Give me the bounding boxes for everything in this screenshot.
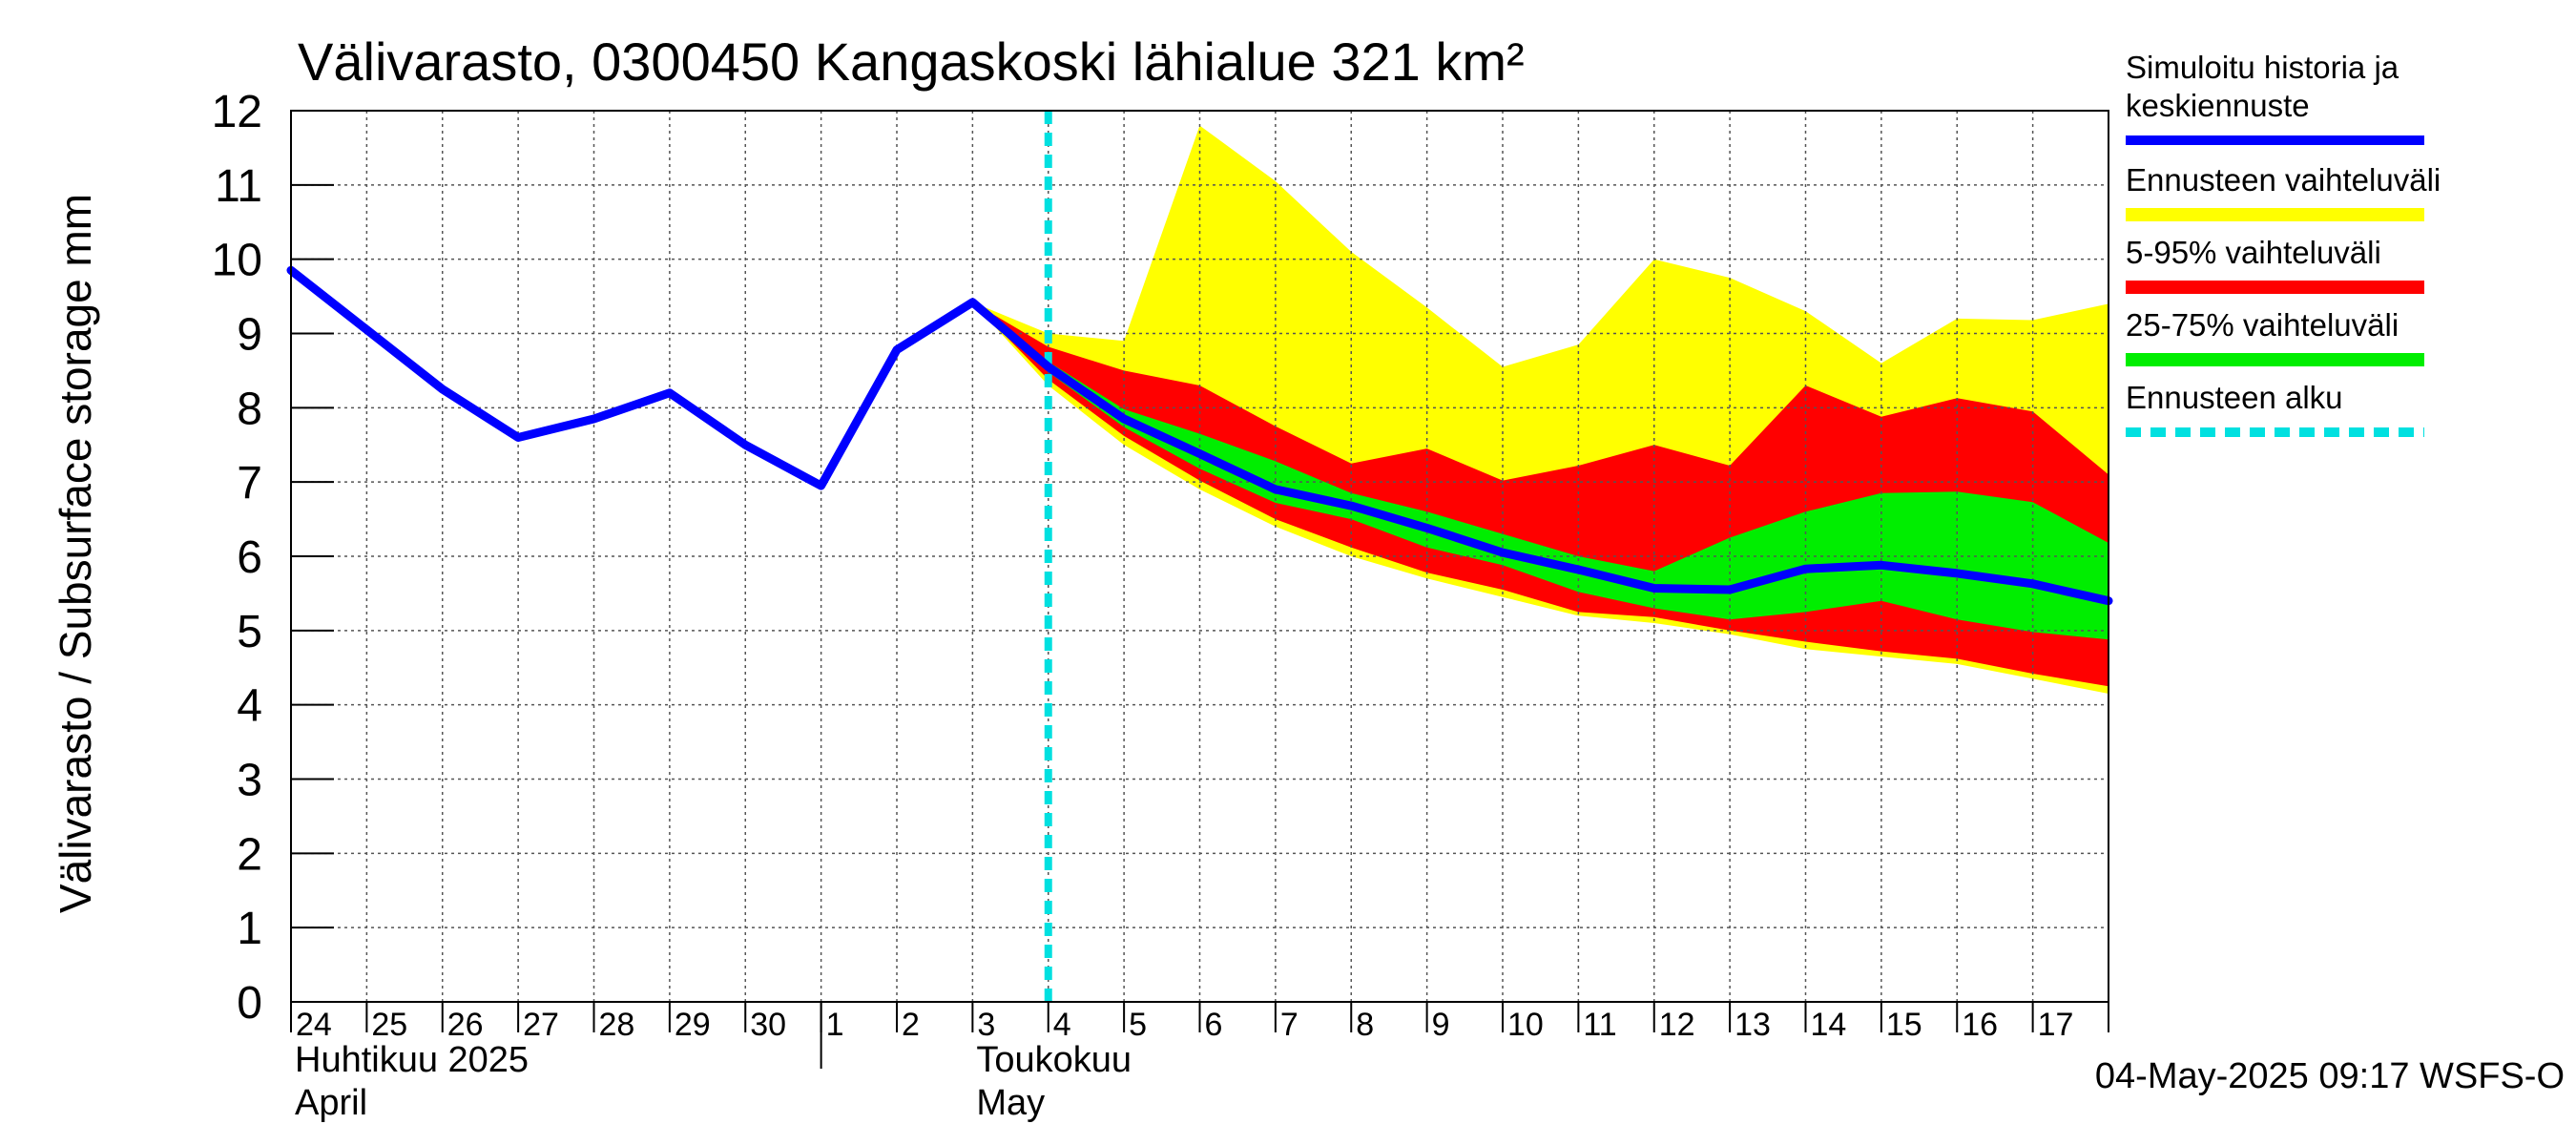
y-tick-label: 3 bbox=[237, 756, 262, 806]
legend-label: Simuloitu historia ja bbox=[2126, 50, 2399, 85]
x-tick-label: 7 bbox=[1280, 1007, 1298, 1043]
y-tick-label: 5 bbox=[237, 607, 262, 657]
x-tick-label: 11 bbox=[1583, 1007, 1616, 1043]
y-tick-label: 11 bbox=[215, 161, 262, 212]
legend-label: Ennusteen alku bbox=[2126, 380, 2343, 415]
month-label-fi: Huhtikuu 2025 bbox=[295, 1040, 529, 1080]
forecast-median-line bbox=[1044, 363, 2113, 606]
y-tick-label: 6 bbox=[237, 532, 262, 583]
x-tick-label: 8 bbox=[1356, 1007, 1374, 1043]
month-label-fi: Toukokuu bbox=[976, 1040, 1132, 1080]
x-tick-label: 27 bbox=[523, 1007, 559, 1043]
x-tick-label: 5 bbox=[1129, 1007, 1147, 1043]
band-2 bbox=[972, 302, 2109, 640]
x-tick-label: 14 bbox=[1811, 1007, 1847, 1043]
x-tick-label: 2 bbox=[902, 1007, 920, 1043]
legend-label: 5-95% vaihteluväli bbox=[2126, 235, 2381, 270]
y-tick-label: 12 bbox=[212, 87, 262, 137]
x-tick-label: 30 bbox=[750, 1007, 786, 1043]
x-tick-label: 10 bbox=[1507, 1007, 1544, 1043]
x-tick-label: 15 bbox=[1886, 1007, 1922, 1043]
x-tick-label: 13 bbox=[1735, 1007, 1771, 1043]
series-lines bbox=[286, 111, 2113, 1002]
legend-label: 25-75% vaihteluväli bbox=[2126, 307, 2399, 343]
x-tick-label: 28 bbox=[599, 1007, 635, 1043]
forecast-bands bbox=[972, 125, 2109, 695]
y-tick-label: 1 bbox=[237, 904, 262, 954]
y-tick-label: 0 bbox=[237, 978, 262, 1029]
footer-timestamp: 04-May-2025 09:17 WSFS-O bbox=[2095, 1056, 2565, 1096]
month-label-en: April bbox=[295, 1083, 367, 1123]
x-tick-label: 25 bbox=[371, 1007, 407, 1043]
y-tick-label: 9 bbox=[237, 310, 262, 361]
x-tick-label: 29 bbox=[675, 1007, 711, 1043]
chart-title: Välivarasto, 0300450 Kangaskoski lähialu… bbox=[298, 31, 1525, 92]
legend-label: keskiennuste bbox=[2126, 88, 2310, 123]
x-tick-label: 17 bbox=[2038, 1007, 2074, 1043]
y-tick-label: 7 bbox=[237, 458, 262, 509]
x-tick-label: 16 bbox=[1962, 1007, 1998, 1043]
grid-lines bbox=[291, 110, 2109, 1002]
y-tick-label: 8 bbox=[237, 384, 262, 434]
y-tick-label: 10 bbox=[212, 236, 262, 286]
x-tick-label: 26 bbox=[447, 1007, 484, 1043]
x-tick-label: 3 bbox=[977, 1007, 995, 1043]
y-tick-label: 2 bbox=[237, 829, 262, 880]
y-axis-label: Välivarasto / Subsurface storage mm bbox=[51, 194, 100, 913]
y-tick-label: 4 bbox=[237, 681, 262, 732]
x-tick-label: 1 bbox=[826, 1007, 844, 1043]
x-tick-label: 4 bbox=[1053, 1007, 1071, 1043]
legend-label: Ennusteen vaihteluväli bbox=[2126, 162, 2441, 198]
x-tick-label: 6 bbox=[1205, 1007, 1223, 1043]
x-tick-label: 9 bbox=[1432, 1007, 1450, 1043]
history-line bbox=[286, 265, 1053, 490]
x-tick-label: 24 bbox=[296, 1007, 332, 1043]
month-label-en: May bbox=[976, 1083, 1045, 1123]
x-tick-label: 12 bbox=[1659, 1007, 1695, 1043]
